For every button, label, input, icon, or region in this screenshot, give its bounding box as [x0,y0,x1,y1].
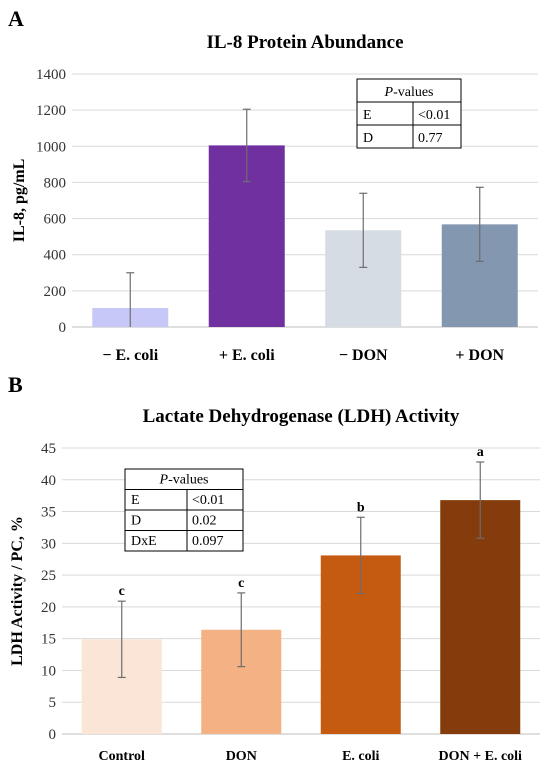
significance-label: a [477,445,484,460]
chart-title: Lactate Dehydrogenase (LDH) Activity [143,406,460,427]
x-tick-label: − DON [339,347,388,364]
y-tick-label: 35 [41,505,56,521]
y-tick-label: 20 [41,600,56,616]
pvalues-header-italic: P [159,473,169,488]
x-tick-label: + DON [455,347,504,364]
pvalues-header: P-values [384,85,434,100]
pvalues-value: <0.01 [418,108,450,123]
y-tick-label: 25 [41,568,56,584]
pvalues-value: 0.02 [192,514,217,529]
y-tick-label: 0 [49,727,57,743]
y-axis-label: IL-8, pg/mL [11,159,28,243]
pvalues-factor: D [363,131,373,146]
pvalues-table: P-values E <0.01 D 0.77 [356,78,462,149]
y-tick-label: 800 [44,175,67,191]
y-tick-label: 5 [49,695,57,711]
panel-b: B Lactate Dehydrogenase (LDH) Activity 0 5 1… [8,372,540,764]
bar [440,500,521,734]
y-tick-label: 10 [41,663,56,679]
y-tick-label: 1000 [36,139,66,155]
x-tick-label: Control [99,749,146,764]
y-tick-label: 400 [44,248,67,264]
x-tick-label: DON [226,749,257,764]
x-tick-label: DON + E. coli [439,749,523,764]
pvalues-header-italic: P [384,85,394,100]
pvalues-factor: E [131,493,140,508]
significance-label: c [119,584,125,599]
pvalues-factor: E [363,108,372,123]
y-axis-label: LDH Activity / PC, % [9,516,26,666]
y-tick-label: 30 [41,536,56,552]
y-tick-label: 600 [44,212,67,228]
pvalues-header-rest: -values [168,473,208,488]
pvalues-factor: DxE [131,534,157,549]
panel-a: A IL-8 Protein Abundance 0 200 400 600 800 1000… [8,6,538,364]
pvalues-table-border [356,78,462,149]
pvalues-value: 0.77 [418,131,443,146]
y-tick-label: 200 [44,284,67,300]
pvalues-value: 0.097 [192,534,224,549]
x-tick-label: + E. coli [219,347,275,364]
y-tick-label: 1400 [36,67,66,83]
pvalues-factor: D [131,514,141,529]
pvalues-header: P-values [159,473,209,488]
pvalues-value: <0.01 [192,493,224,508]
panel-letter: A [8,6,24,31]
x-tick-label: − E. coli [102,347,158,364]
significance-label: c [238,576,244,591]
pvalues-header-rest: -values [393,85,433,100]
significance-label: b [357,500,365,515]
chart-title: IL-8 Protein Abundance [206,32,403,53]
y-tick-label: 40 [41,473,56,489]
panel-letter: B [8,372,23,397]
pvalues-table: P-values E <0.01 D 0.02 DxE 0.097 [124,468,244,552]
y-tick-label: 1200 [36,103,66,119]
y-tick-label: 0 [59,320,67,336]
y-tick-label: 45 [41,441,56,457]
x-tick-label: E. coli [342,749,379,764]
y-tick-label: 15 [41,632,56,648]
